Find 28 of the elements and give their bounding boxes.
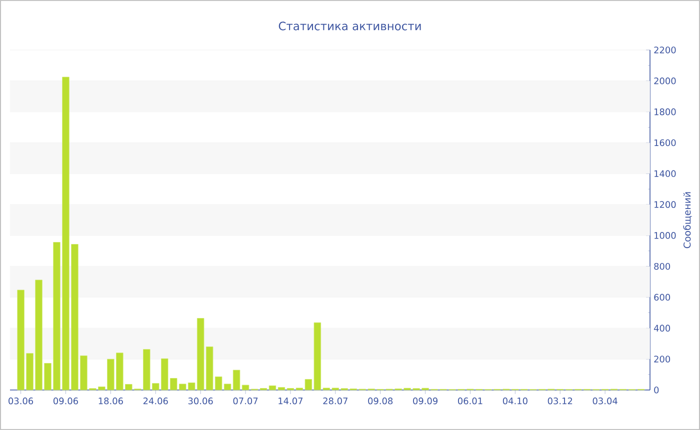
x-tick-label: 09.09: [413, 398, 438, 404]
y-tick-label: 1600: [654, 139, 676, 146]
y-tick-label: 0: [654, 386, 659, 394]
x-tick-label: 03.04: [592, 398, 618, 404]
y-tick-label: 200: [654, 356, 670, 362]
y-tick-label: 400: [654, 324, 670, 332]
y-tick-label: 1400: [654, 170, 676, 178]
x-tick-label: 24.06: [143, 398, 168, 404]
chart-title: Статистика активности: [278, 22, 421, 30]
x-tick-label: 04.10: [502, 398, 528, 404]
x-tick-label: 03.12: [548, 398, 572, 404]
y-tick-label: 2200: [654, 46, 676, 54]
y-tick-label: 600: [654, 294, 670, 301]
x-tick-label: 06.01: [458, 398, 482, 404]
x-tick-label: 09.08: [368, 398, 393, 404]
y-tick-label: 1000: [654, 232, 676, 239]
x-tick-label: 07.07: [233, 398, 258, 404]
y-axis-title: Сообщений: [683, 192, 692, 248]
x-tick-label: 18.06: [98, 398, 123, 404]
x-tick-label: 14.07: [278, 398, 303, 404]
y-tick-label: 1800: [654, 108, 676, 116]
y-tick-label: 2000: [654, 78, 676, 84]
y-tick-label: 800: [654, 262, 670, 270]
x-tick-label: 03.06: [8, 398, 34, 404]
x-tick-label: 28.07: [323, 398, 348, 404]
x-tick-label: 09.06: [53, 398, 78, 404]
x-tick-label: 30.06: [188, 398, 213, 404]
y-tick-label: 1200: [654, 201, 676, 208]
